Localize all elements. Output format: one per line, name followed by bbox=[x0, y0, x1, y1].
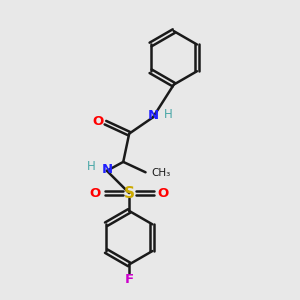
Text: S: S bbox=[124, 186, 135, 201]
Text: O: O bbox=[158, 187, 169, 200]
Text: N: N bbox=[147, 109, 158, 122]
Text: F: F bbox=[124, 273, 134, 286]
Text: H: H bbox=[164, 108, 173, 121]
Text: H: H bbox=[87, 160, 96, 173]
Text: O: O bbox=[89, 187, 100, 200]
Text: O: O bbox=[92, 115, 104, 128]
Text: CH₃: CH₃ bbox=[151, 168, 170, 178]
Text: N: N bbox=[102, 163, 113, 176]
